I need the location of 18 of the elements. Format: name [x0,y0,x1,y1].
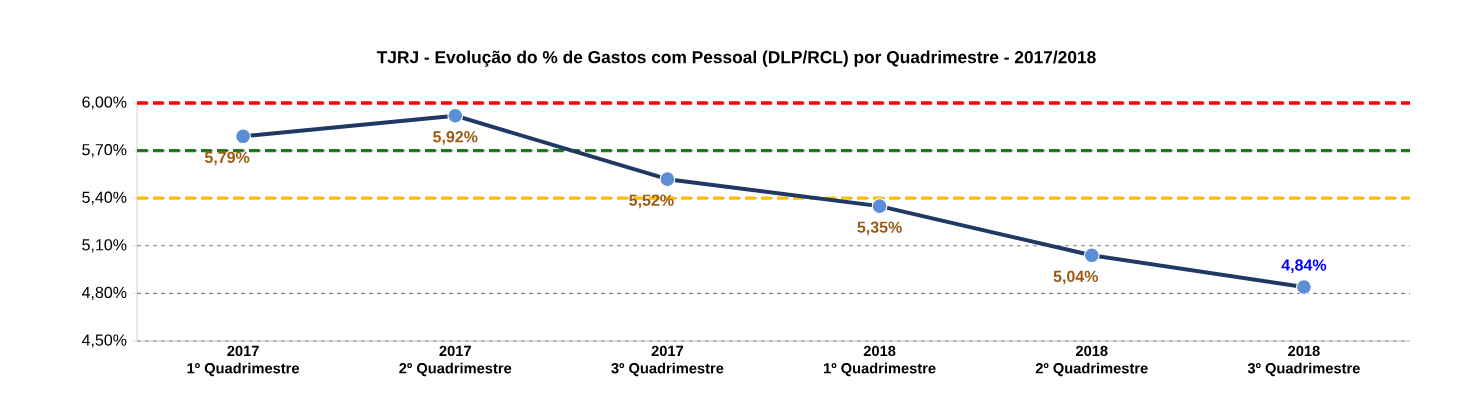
y-tick-label: 4,80% [81,286,127,301]
data-label: 5,79% [204,151,250,166]
x-tick-label: 2018 3º Quadrimestre [1247,345,1360,377]
data-label: 5,04% [1053,270,1099,285]
data-label: 5,92% [433,131,478,145]
y-tick-label: 4,50% [81,334,127,348]
x-tick-label: 2017 3º Quadrimestre [611,345,724,377]
y-tick-label: 5,10% [82,239,127,253]
y-tick-label: 5,40% [82,191,127,205]
x-tick-label: 2017 2º Quadrimestre [399,345,512,377]
y-tick-label: 5,70% [82,144,127,158]
x-tick-label: 2018 1º Quadrimestre [824,345,936,377]
data-label: 4,84% [1281,259,1327,273]
x-tick-label: 2017 1º Quadrimestre [187,345,300,377]
y-tick-label: 6,00% [82,96,127,110]
chart-title: TJRJ - Evolução do % de Gastos com Pessoal (DLP/RCL) por Quadrimestre - 2017/2018 [376,50,1096,67]
data-label: 5,35% [857,221,902,236]
x-tick-label: 2018 2º Quadrimestre [1035,345,1148,377]
